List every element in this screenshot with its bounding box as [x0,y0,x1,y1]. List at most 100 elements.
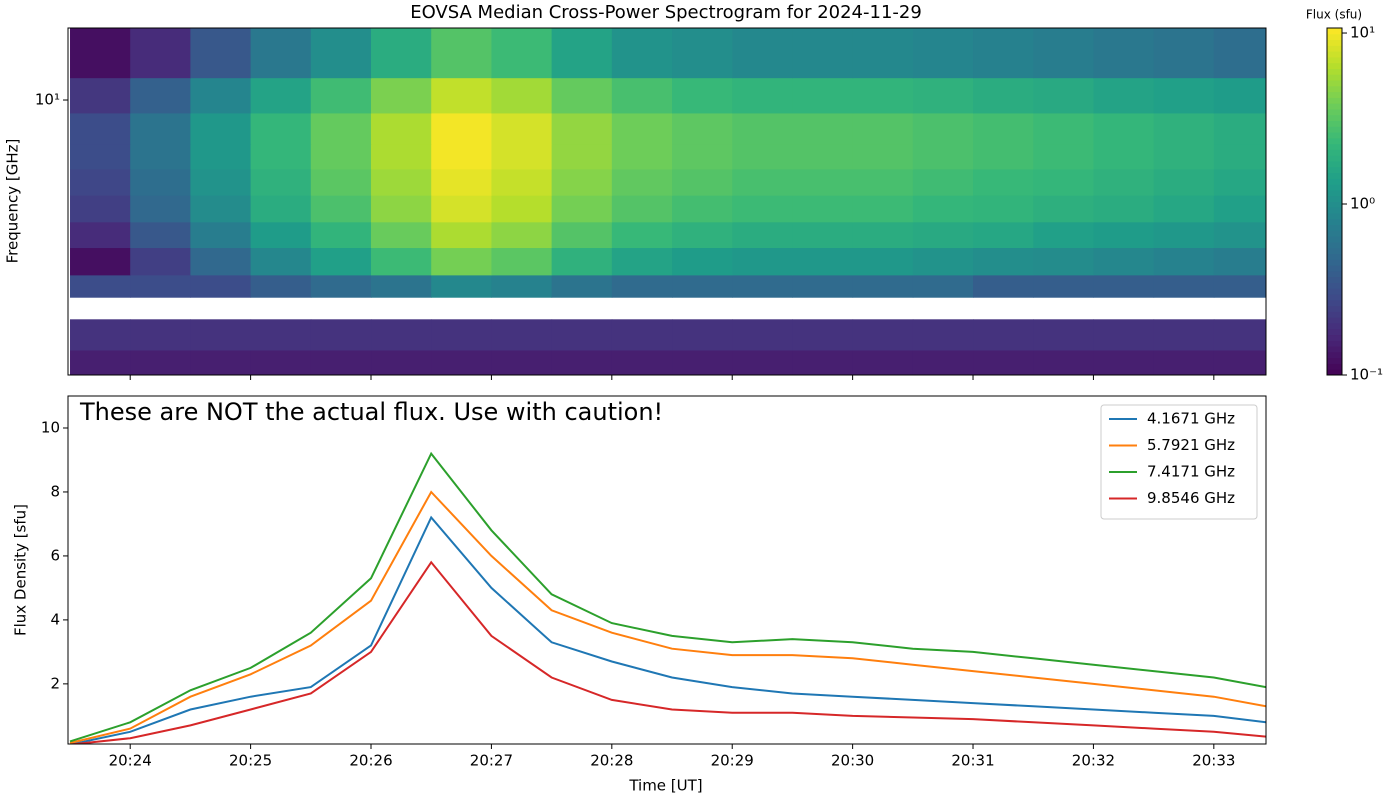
cell [310,319,372,351]
cell [431,28,492,79]
colorbar-step [1327,276,1342,283]
cell [1153,28,1215,79]
cell [672,28,733,79]
cell [431,274,492,298]
colorbar-step [1327,346,1342,353]
cell [973,112,1034,145]
colorbar-step [1327,247,1342,255]
colorbar-step [1327,369,1342,376]
cell [912,77,974,114]
series-line [69,490,1266,744]
cell [792,28,854,79]
cell [371,168,432,196]
y-tick-label: 8 [50,482,60,500]
cell [792,112,854,145]
cell [973,143,1034,170]
cell [973,274,1034,298]
cell [611,77,673,114]
x-tick-label: 20:29 [711,752,754,770]
cell [611,274,673,298]
cell [190,143,252,170]
cell [371,112,432,145]
cell [250,28,312,79]
colorbar-step [1327,317,1342,324]
legend-label: 9.8546 GHz [1147,489,1235,507]
colorbar-tick-label: 10¹ [1350,24,1375,42]
cell [190,195,252,223]
cell [792,77,854,114]
cell [371,247,432,276]
cell [732,168,793,196]
cell [491,112,553,145]
colorbar-step [1327,39,1342,46]
colorbar-step [1327,299,1342,307]
colorbar-step [1327,108,1342,116]
cell [1213,28,1266,79]
x-tick-label: 20:28 [590,752,633,770]
cell [732,77,793,114]
y-tick-label: 6 [50,546,60,564]
cell [130,349,191,375]
cell [792,274,854,298]
colorbar-step [1327,311,1342,318]
colorbar-step [1327,68,1342,75]
colorbar-tick-label: 10⁰ [1350,195,1375,213]
cell [190,319,252,351]
cell [250,112,312,145]
cell [130,274,191,298]
colorbar-step [1327,322,1342,330]
cell [70,168,131,196]
cell [1153,143,1215,170]
cell [310,77,372,114]
colorbar-step [1327,363,1342,370]
cell [190,349,252,375]
colorbar-step [1327,253,1342,260]
x-axis-label: Time [UT] [628,777,702,795]
y-tick-label: 2 [50,674,60,692]
spectrogram [70,28,1266,375]
cell [973,195,1034,223]
cell [1033,247,1094,276]
cell [1033,28,1094,79]
cell [852,195,914,223]
cell [1153,195,1215,223]
colorbar-step [1327,97,1342,104]
cell [732,28,793,79]
colorbar-step [1327,126,1342,133]
cell [732,319,793,351]
cell [611,319,673,351]
cell [190,28,252,79]
x-tick-label: 20:27 [470,752,513,770]
colorbar-step [1327,357,1342,364]
cell [250,221,312,249]
colorbar-step [1327,56,1342,64]
cell [310,247,372,276]
colorbar-step [1327,178,1342,185]
y-tick-label: 10¹ [35,91,60,109]
cell [70,274,131,298]
cell [852,143,914,170]
cell [70,319,131,351]
cell [912,319,974,351]
colorbar-step [1327,132,1342,139]
cell [611,143,673,170]
cell [973,221,1034,249]
series-line [69,451,1266,743]
cell [852,274,914,298]
colorbar-step [1327,114,1342,122]
cell [1213,349,1266,375]
colorbar-step [1327,155,1342,162]
cell [371,319,432,351]
cell [491,168,553,196]
cell [551,247,613,276]
cell [431,195,492,223]
cell [551,274,613,298]
cell [431,349,492,375]
cell [672,143,733,170]
series-line [69,560,1266,744]
cell [672,195,733,223]
cell [250,319,312,351]
cell [130,112,191,145]
cell [250,247,312,276]
cell [732,143,793,170]
